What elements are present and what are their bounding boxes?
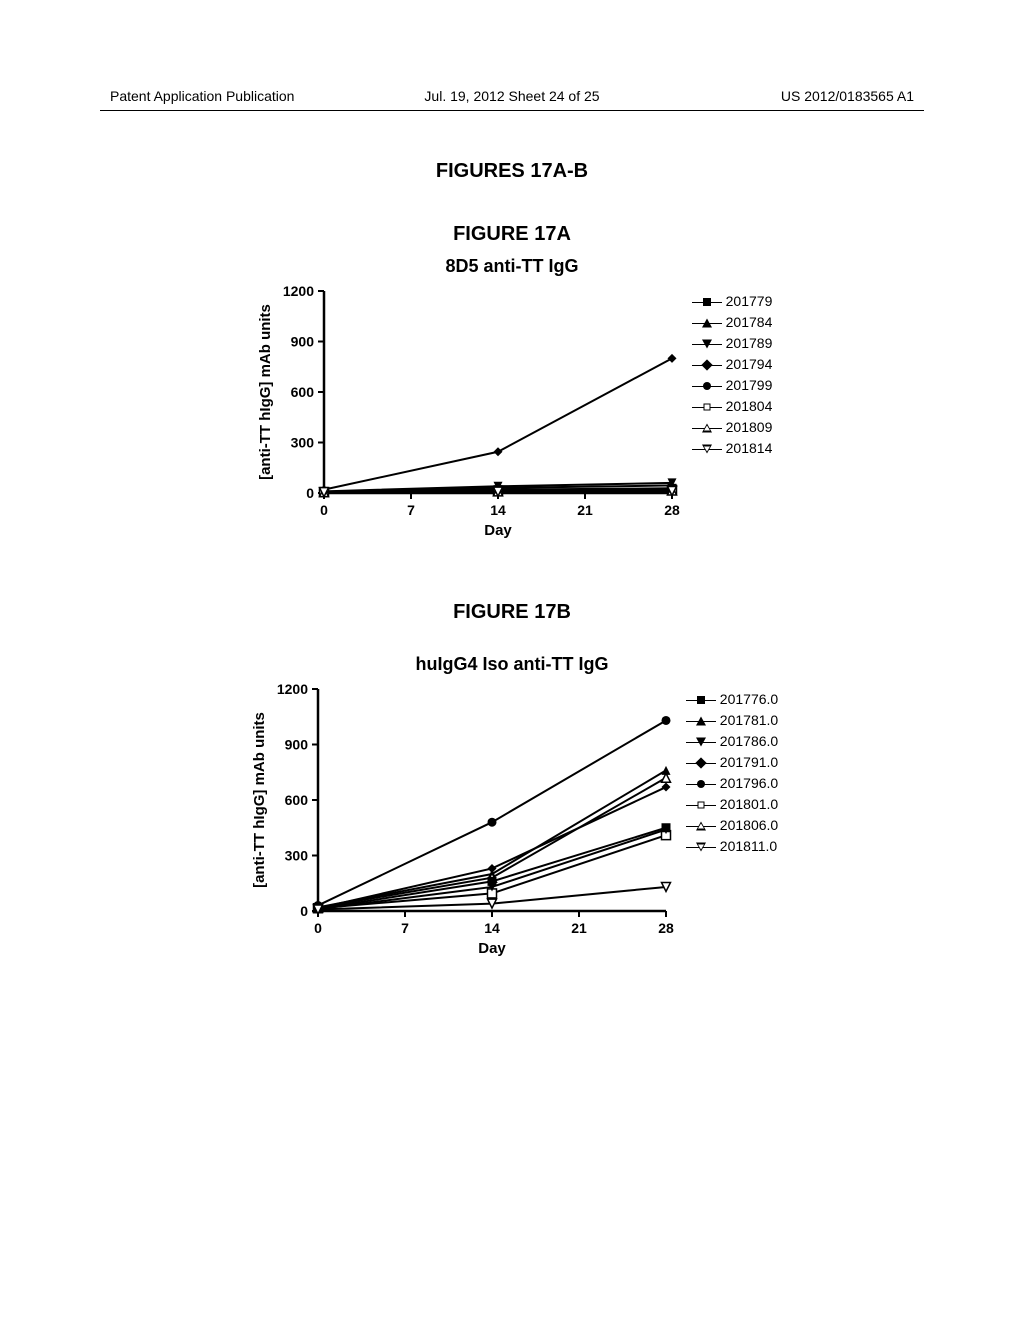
legend-marker-icon bbox=[686, 777, 716, 791]
legend-item: 201814 bbox=[692, 438, 773, 459]
figure-a-chart: 0 300 600 900 1200 0 7 14 21 28 Day [anti-TT hIgG] … bbox=[252, 281, 682, 541]
legend-item: 201804 bbox=[692, 396, 773, 417]
header-center: Jul. 19, 2012 Sheet 24 of 25 bbox=[424, 88, 599, 104]
figure-a-legend: 2017792017842017892017942017992018042018… bbox=[692, 281, 773, 459]
legend-marker-icon bbox=[686, 714, 716, 728]
svg-text:0: 0 bbox=[314, 920, 322, 936]
legend-item: 201781.0 bbox=[686, 710, 778, 731]
legend-label: 201801.0 bbox=[720, 794, 778, 815]
legend-label: 201779 bbox=[726, 291, 773, 312]
svg-text:600: 600 bbox=[290, 384, 314, 400]
header-rule bbox=[100, 110, 924, 111]
legend-label: 201776.0 bbox=[720, 689, 778, 710]
header-right: US 2012/0183565 A1 bbox=[781, 88, 914, 104]
svg-text:7: 7 bbox=[407, 502, 415, 518]
legend-item: 201791.0 bbox=[686, 752, 778, 773]
legend-marker-icon bbox=[686, 735, 716, 749]
legend-item: 201809 bbox=[692, 417, 773, 438]
legend-label: 201799 bbox=[726, 375, 773, 396]
legend-label: 201814 bbox=[726, 438, 773, 459]
svg-text:1200: 1200 bbox=[277, 681, 308, 697]
legend-item: 201796.0 bbox=[686, 773, 778, 794]
svg-text:14: 14 bbox=[490, 502, 506, 518]
svg-text:28: 28 bbox=[658, 920, 674, 936]
figure-b-title: huIgG4 Iso anti-TT IgG bbox=[0, 654, 1024, 675]
svg-text:14: 14 bbox=[484, 920, 500, 936]
legend-item: 201806.0 bbox=[686, 815, 778, 836]
svg-text:600: 600 bbox=[284, 792, 308, 808]
svg-text:7: 7 bbox=[401, 920, 409, 936]
svg-text:300: 300 bbox=[284, 848, 308, 864]
legend-marker-icon bbox=[692, 295, 722, 309]
legend-label: 201791.0 bbox=[720, 752, 778, 773]
svg-text:28: 28 bbox=[664, 502, 680, 518]
legend-item: 201811.0 bbox=[686, 836, 778, 857]
legend-item: 201779 bbox=[692, 291, 773, 312]
legend-marker-icon bbox=[686, 798, 716, 812]
legend-marker-icon bbox=[686, 756, 716, 770]
legend-item: 201794 bbox=[692, 354, 773, 375]
legend-label: 201786.0 bbox=[720, 731, 778, 752]
legend-marker-icon bbox=[692, 358, 722, 372]
legend-label: 201789 bbox=[726, 333, 773, 354]
figures-heading: FIGURES 17A-B bbox=[0, 160, 1024, 183]
svg-text:Day: Day bbox=[478, 940, 506, 957]
figure-a-label: FIGURE 17A bbox=[0, 223, 1024, 246]
svg-text:300: 300 bbox=[290, 435, 314, 451]
legend-marker-icon bbox=[692, 442, 722, 456]
svg-text:900: 900 bbox=[290, 334, 314, 350]
page: Patent Application Publication Jul. 19, … bbox=[0, 0, 1024, 1320]
svg-text:Day: Day bbox=[484, 522, 512, 539]
svg-text:0: 0 bbox=[300, 903, 308, 919]
legend-label: 201804 bbox=[726, 396, 773, 417]
figure-b-legend: 201776.0201781.0201786.0201791.0201796.0… bbox=[686, 679, 778, 857]
legend-label: 201796.0 bbox=[720, 773, 778, 794]
svg-text:[anti-TT hIgG] mAb units: [anti-TT hIgG] mAb units bbox=[257, 304, 274, 480]
legend-label: 201806.0 bbox=[720, 815, 778, 836]
legend-label: 201784 bbox=[726, 312, 773, 333]
svg-text:21: 21 bbox=[577, 502, 593, 518]
svg-text:0: 0 bbox=[306, 485, 314, 501]
figure-a-title: 8D5 anti-TT IgG bbox=[0, 256, 1024, 277]
legend-marker-icon bbox=[692, 337, 722, 351]
legend-label: 201794 bbox=[726, 354, 773, 375]
legend-marker-icon bbox=[692, 316, 722, 330]
legend-item: 201776.0 bbox=[686, 689, 778, 710]
figure-b-label: FIGURE 17B bbox=[0, 601, 1024, 624]
legend-item: 201784 bbox=[692, 312, 773, 333]
legend-item: 201801.0 bbox=[686, 794, 778, 815]
svg-text:1200: 1200 bbox=[282, 283, 313, 299]
legend-item: 201799 bbox=[692, 375, 773, 396]
legend-label: 201809 bbox=[726, 417, 773, 438]
legend-label: 201781.0 bbox=[720, 710, 778, 731]
figure-a-wrap: 0 300 600 900 1200 0 7 14 21 28 Day [anti-TT hIgG] … bbox=[0, 281, 1024, 541]
svg-text:21: 21 bbox=[571, 920, 587, 936]
legend-marker-icon bbox=[686, 840, 716, 854]
legend-marker-icon bbox=[692, 400, 722, 414]
legend-marker-icon bbox=[686, 819, 716, 833]
header-left: Patent Application Publication bbox=[110, 88, 294, 104]
legend-label: 201811.0 bbox=[720, 836, 777, 857]
legend-marker-icon bbox=[686, 693, 716, 707]
svg-text:900: 900 bbox=[284, 737, 308, 753]
legend-item: 201789 bbox=[692, 333, 773, 354]
legend-marker-icon bbox=[692, 421, 722, 435]
figure-b-chart: 0 300 600 900 1200 0 7 14 21 28 Day [anti-TT hIgG] … bbox=[246, 679, 676, 959]
svg-text:[anti-TT hIgG] mAb units: [anti-TT hIgG] mAb units bbox=[251, 712, 268, 888]
legend-item: 201786.0 bbox=[686, 731, 778, 752]
figure-b-wrap: 0 300 600 900 1200 0 7 14 21 28 Day [anti-TT hIgG] … bbox=[0, 679, 1024, 959]
legend-marker-icon bbox=[692, 379, 722, 393]
svg-text:0: 0 bbox=[320, 502, 328, 518]
